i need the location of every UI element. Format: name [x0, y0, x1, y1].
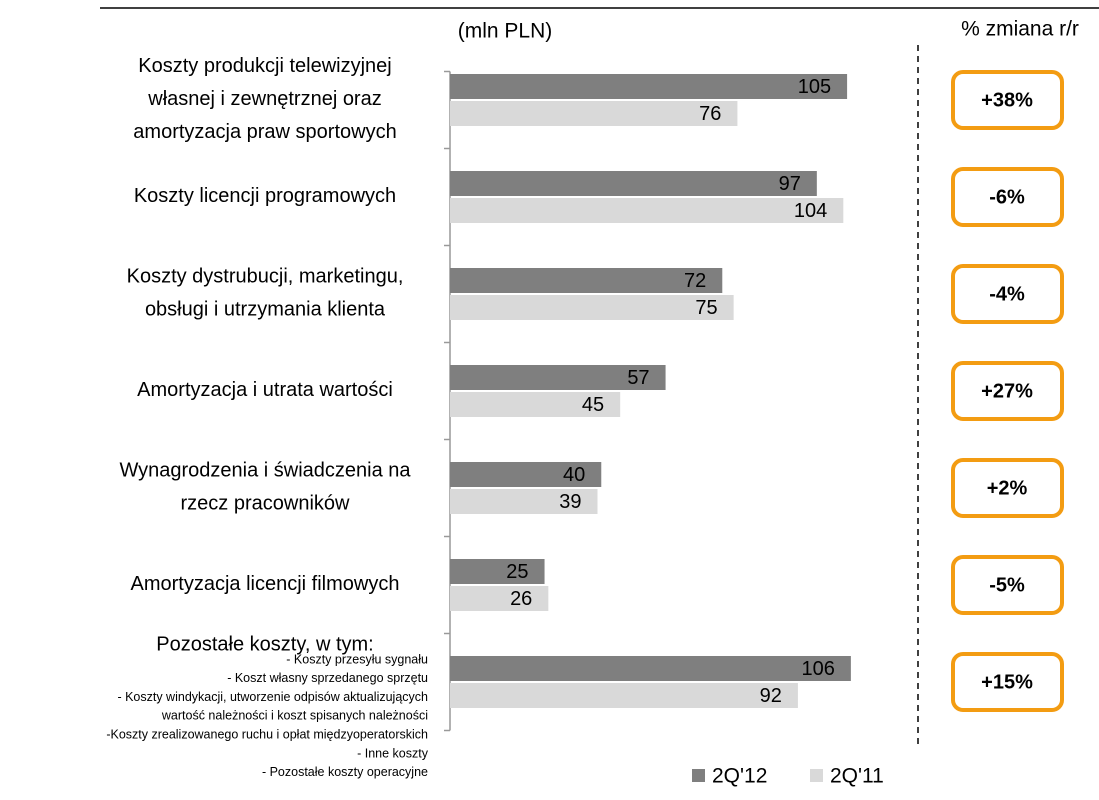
category-label: Wynagrodzenia i świadczenia na rzecz prac…: [119, 460, 411, 515]
unit-label: (mln PLN): [458, 20, 553, 43]
bar: [450, 74, 848, 99]
value-label: 45: [582, 394, 604, 416]
value-label: 104: [794, 200, 827, 222]
category-label: Koszty produkcji telewizyjnej własnej i z…: [133, 55, 396, 143]
category-note: - Pozostałe koszty operacyjne: [262, 765, 428, 779]
value-label: 97: [779, 173, 801, 195]
change-label: +2%: [987, 477, 1028, 499]
legend-label: 2Q'12: [712, 765, 767, 788]
value-label: 26: [510, 588, 532, 610]
category-note: - Inne koszty: [357, 746, 429, 760]
change-label: -5%: [989, 574, 1025, 596]
change-box: [951, 70, 1064, 130]
bar: [450, 656, 851, 681]
bar: [450, 365, 666, 390]
category-note: - Koszty windykacji, utworzenie odpisów …: [117, 690, 428, 704]
change-box: [951, 167, 1064, 227]
bar: [450, 489, 598, 514]
value-label: 25: [506, 561, 528, 583]
change-box: [951, 652, 1064, 712]
value-label: 57: [627, 367, 649, 389]
category-label: Koszty dystrubucji, marketingu, obsługi i…: [127, 266, 404, 321]
category-note: -Koszty zrealizowanego ruchu i opłat mię…: [106, 727, 428, 741]
category-note: - Koszty przesyłu sygnału: [286, 652, 428, 666]
bar: [450, 462, 602, 487]
category-label: Amortyzacja i utrata wartości: [137, 379, 393, 401]
value-label: 75: [695, 297, 717, 319]
category-note: wartość należności i koszt spisanych nal…: [161, 709, 428, 723]
change-box: [951, 264, 1064, 324]
change-box: [951, 555, 1064, 615]
category-note: - Koszt własny sprzedanego sprzętu: [227, 671, 428, 685]
bar: [450, 295, 734, 320]
bar: [450, 268, 723, 293]
change-box: [951, 458, 1064, 518]
category-label: Pozostałe koszty, w tym:: [156, 634, 373, 656]
value-label: 76: [699, 103, 721, 125]
bar: [450, 101, 738, 126]
bar: [450, 392, 621, 417]
bar: [450, 171, 817, 196]
value-label: 106: [801, 658, 834, 680]
category-label: Koszty licencji programowych: [134, 185, 396, 207]
change-label: +27%: [981, 380, 1033, 402]
bar: [450, 586, 549, 611]
bar: [450, 559, 545, 584]
bar: [450, 198, 844, 223]
category-label: Amortyzacja licencji filmowych: [131, 573, 400, 595]
legend-swatch: [692, 769, 705, 782]
change-title: % zmiana r/r: [961, 18, 1079, 41]
value-label: 39: [559, 491, 581, 513]
legend-label: 2Q'11: [830, 765, 884, 788]
change-label: +38%: [981, 89, 1033, 111]
value-label: 92: [760, 685, 782, 707]
change-label: -4%: [989, 283, 1025, 305]
value-label: 40: [563, 464, 585, 486]
bar: [450, 683, 798, 708]
legend-swatch: [810, 769, 823, 782]
change-box: [951, 361, 1064, 421]
value-label: 72: [684, 270, 706, 292]
value-label: 105: [798, 76, 831, 98]
change-label: -6%: [989, 186, 1025, 208]
change-label: +15%: [981, 671, 1033, 693]
